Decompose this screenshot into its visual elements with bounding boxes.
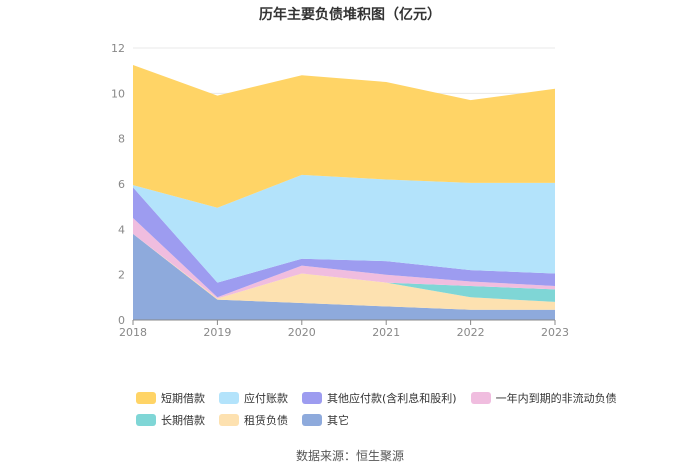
y-tick-label: 8 <box>118 133 125 146</box>
legend-swatch <box>302 414 322 426</box>
area-租赁负债 <box>133 233 555 310</box>
legend-item[interactable]: 其他应付款(含利息和股利) <box>302 390 457 406</box>
legend-swatch <box>470 392 491 404</box>
legend-label: 长期借款 <box>161 414 205 427</box>
y-tick-label: 12 <box>111 42 125 55</box>
legend-label: 短期借款 <box>161 392 205 405</box>
area-短期借款 <box>133 65 555 208</box>
legend: 短期借款 应付账款 其他应付款(含利息和股利) 一年内到期的非流动负债 长期借款 租赁负… <box>136 388 617 432</box>
legend-item[interactable]: 短期借款 <box>136 390 205 406</box>
area-其他应付款(含利息和股利) <box>133 187 555 298</box>
legend-swatch <box>219 414 239 426</box>
chart-title: 历年主要负债堆积图（亿元） <box>259 7 441 23</box>
legend-item[interactable]: 长期借款 <box>136 412 205 428</box>
axes: 0 2 4 6 8 10 12 2018 2019 2020 2021 2022 2023 <box>111 42 569 339</box>
x-tick-label: 2020 <box>288 326 316 339</box>
area-其它 <box>133 233 555 320</box>
x-tick-label: 2018 <box>119 326 147 339</box>
legend-row: 长期借款 租赁负债 其它 <box>136 410 586 430</box>
legend-label: 其他应付款(含利息和股利) <box>327 392 457 405</box>
x-tick-label: 2023 <box>541 326 569 339</box>
legend-item[interactable]: 其它 <box>302 412 349 428</box>
area-长期借款 <box>133 233 555 302</box>
area-应付账款 <box>133 174 555 283</box>
legend-label: 应付账款 <box>244 392 288 405</box>
legend-swatch <box>136 392 156 404</box>
y-tick-label: 6 <box>118 178 125 191</box>
legend-item[interactable]: 租赁负债 <box>219 412 288 428</box>
x-tick-label: 2022 <box>457 326 485 339</box>
legend-row: 短期借款 应付账款 其他应付款(含利息和股利) 一年内到期的非流动负债 <box>136 388 617 408</box>
legend-item[interactable]: 一年内到期的非流动负债 <box>470 390 617 406</box>
legend-swatch <box>136 414 156 426</box>
area-layers <box>133 65 555 320</box>
x-tick-label: 2021 <box>372 326 400 339</box>
y-tick-label: 4 <box>118 223 125 236</box>
y-tick-label: 2 <box>118 269 125 282</box>
legend-item[interactable]: 应付账款 <box>219 390 288 406</box>
data-source: 数据来源：恒生聚源 <box>295 449 404 463</box>
legend-swatch <box>219 392 239 404</box>
y-tick-label: 10 <box>111 87 125 100</box>
legend-label: 一年内到期的非流动负债 <box>495 392 617 405</box>
legend-swatch <box>302 392 322 404</box>
y-tick-label: 0 <box>118 314 125 327</box>
x-tick-label: 2019 <box>203 326 231 339</box>
legend-label: 其它 <box>327 414 349 427</box>
legend-label: 租赁负债 <box>244 414 288 427</box>
